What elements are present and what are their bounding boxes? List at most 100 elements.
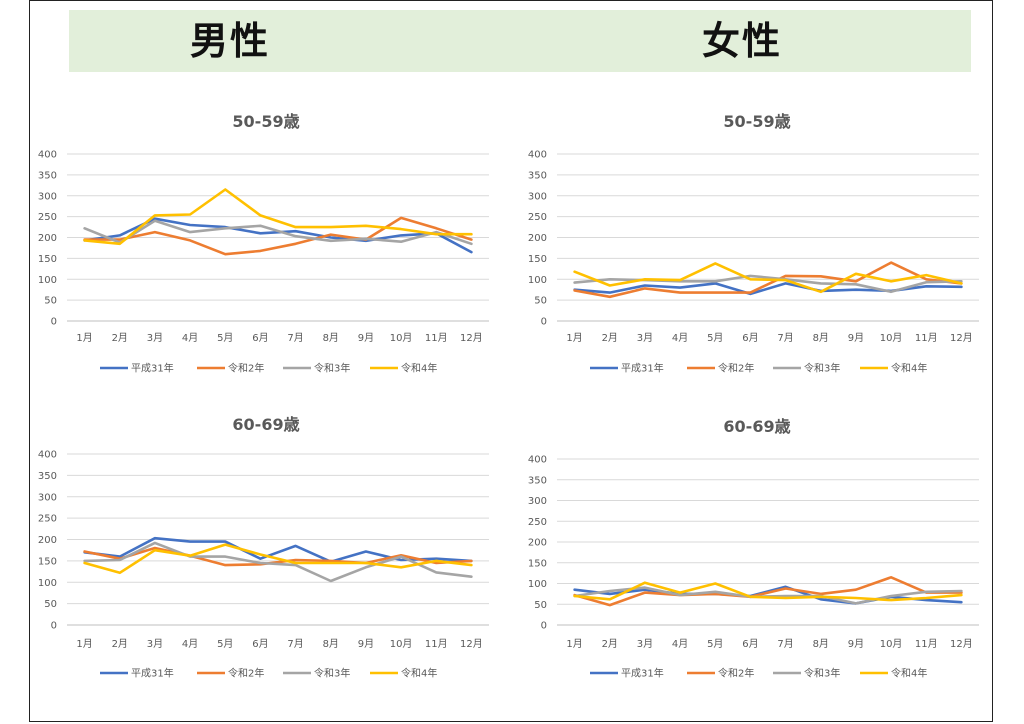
series-line [83,216,473,256]
legend-entry: 令和3年 [804,667,840,680]
series-line [573,262,963,294]
x-tick-label: 11月 [425,332,448,344]
x-tick-label: 9月 [848,638,864,650]
series-line [83,541,473,583]
y-tick-label: 250 [528,212,547,223]
header-banner [69,10,971,72]
legend-entry: 令和3年 [804,362,840,375]
x-tick-label: 6月 [742,638,758,650]
x-tick-label: 12月 [950,638,973,650]
x-tick-label: 5月 [217,638,233,650]
x-tick-label: 11月 [915,638,938,650]
x-tick-label: 6月 [742,332,758,344]
x-tick-label: 4月 [182,638,198,650]
x-tick-label: 8月 [813,638,829,650]
legend-entry: 令和3年 [314,362,350,375]
y-tick-label: 0 [541,621,547,632]
y-tick-label: 100 [528,579,547,590]
y-tick-label: 100 [38,578,57,589]
x-tick-label: 12月 [950,332,973,344]
y-tick-label: 50 [44,599,57,610]
y-tick-label: 250 [38,514,57,525]
y-tick-label: 100 [38,275,57,286]
legend-entry: 平成31年 [621,362,664,375]
chart-title: 60-69歳 [232,415,299,434]
x-tick-label: 10月 [390,638,413,650]
x-tick-label: 3月 [147,332,163,344]
y-tick-label: 50 [534,600,547,611]
legend-entry: 令和4年 [401,667,437,680]
legend-entry: 令和2年 [228,362,264,375]
x-tick-label: 12月 [460,332,483,344]
y-tick-label: 300 [528,496,547,507]
x-tick-label: 8月 [813,332,829,344]
x-tick-label: 6月 [252,638,268,650]
y-tick-label: 150 [528,558,547,569]
x-tick-label: 3月 [147,638,163,650]
x-tick-label: 7月 [777,332,793,344]
y-tick-label: 50 [534,296,547,307]
y-tick-label: 200 [528,233,547,244]
y-tick-label: 250 [528,517,547,528]
y-tick-label: 0 [51,317,57,328]
chart-title: 60-69歳 [723,417,790,436]
x-tick-label: 10月 [390,332,413,344]
x-tick-label: 11月 [915,332,938,344]
legend-entry: 平成31年 [131,667,174,680]
series-line [573,261,963,299]
y-tick-label: 400 [528,150,547,161]
x-tick-label: 7月 [777,638,793,650]
y-tick-label: 400 [38,150,57,161]
series-line [83,188,473,246]
x-tick-label: 2月 [602,332,618,344]
series-line [573,581,963,602]
x-tick-label: 2月 [112,332,128,344]
x-tick-label: 11月 [425,638,448,650]
x-tick-label: 9月 [848,332,864,344]
x-tick-label: 9月 [358,332,374,344]
x-tick-label: 2月 [112,638,128,650]
legend-entry: 平成31年 [131,362,174,375]
y-tick-label: 100 [528,275,547,286]
y-tick-label: 350 [528,170,547,181]
x-tick-label: 1月 [566,638,582,650]
x-tick-label: 7月 [287,332,303,344]
chart-title: 50-59歳 [723,112,790,131]
legend-entry: 令和3年 [314,667,350,680]
male-label: 男性 [190,19,271,63]
series-line [83,219,473,246]
x-tick-label: 4月 [672,638,688,650]
y-tick-label: 400 [528,455,547,466]
x-tick-label: 5月 [707,332,723,344]
series-line [83,546,473,567]
x-tick-label: 6月 [252,332,268,344]
x-tick-label: 8月 [323,332,339,344]
y-tick-label: 200 [528,538,547,549]
legend-entry: 令和4年 [891,667,927,680]
y-tick-label: 300 [38,492,57,503]
x-tick-label: 1月 [76,332,92,344]
x-tick-label: 1月 [566,332,582,344]
x-tick-label: 3月 [637,638,653,650]
x-tick-label: 5月 [217,332,233,344]
x-tick-label: 3月 [637,332,653,344]
series-line [573,586,963,605]
y-tick-label: 250 [38,212,57,223]
y-tick-label: 350 [528,475,547,486]
x-tick-label: 12月 [460,638,483,650]
y-tick-label: 350 [38,170,57,181]
legend-entry: 令和2年 [718,667,754,680]
series-line [83,543,473,575]
series-line [573,575,963,607]
y-tick-label: 200 [38,535,57,546]
female-label: 女性 [702,19,783,63]
x-tick-label: 4月 [182,332,198,344]
x-tick-label: 9月 [358,638,374,650]
y-tick-label: 200 [38,233,57,244]
y-tick-label: 300 [528,191,547,202]
y-tick-label: 0 [541,317,547,328]
y-tick-label: 400 [38,450,57,461]
